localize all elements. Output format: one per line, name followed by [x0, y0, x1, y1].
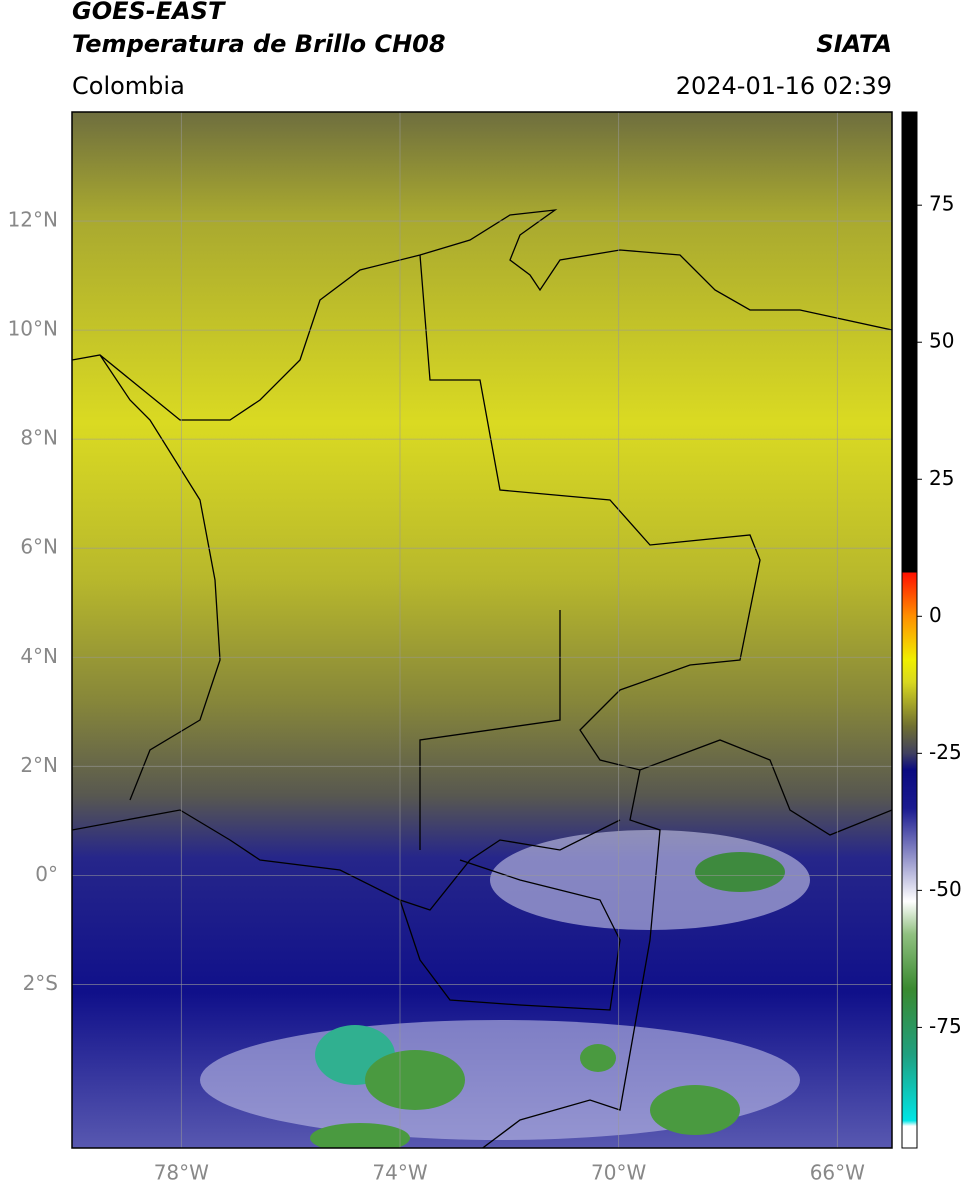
region: Colombia: [72, 72, 185, 100]
y-tick-label: 4°N: [20, 644, 58, 668]
subtitle: Temperatura de Brillo CH08: [72, 30, 446, 58]
x-tick-label: 70°W: [591, 1161, 646, 1185]
y-tick-label: 2°N: [20, 753, 58, 777]
x-tick-label: 78°W: [154, 1161, 209, 1185]
colorbar-tick-label: 75: [929, 192, 954, 216]
y-tick-label: 2°S: [23, 971, 58, 995]
colorbar-tick-label: -50: [929, 877, 962, 901]
colorbar-tick-label: 25: [929, 466, 954, 490]
y-tick-label: 10°N: [8, 317, 58, 341]
cloud: [310, 1123, 410, 1148]
x-tick-label: 74°W: [372, 1161, 427, 1185]
y-tick-label: 0°: [35, 862, 58, 886]
cloud: [580, 1044, 616, 1072]
y-tick-label: 6°N: [20, 535, 58, 559]
datetime: 2024-01-16 02:39: [676, 72, 892, 100]
y-tick-label: 8°N: [20, 426, 58, 450]
colorbar-tick-label: 50: [929, 329, 954, 353]
cloud: [695, 852, 785, 892]
colorbar: [901, 111, 918, 1149]
title: GOES-EAST: [72, 0, 226, 25]
source: SIATA: [816, 30, 892, 58]
imagery: [72, 112, 892, 1148]
colorbar-tick-label: -75: [929, 1014, 962, 1038]
x-tick-label: 66°W: [810, 1161, 865, 1185]
map-image: [72, 112, 892, 1148]
cloud: [365, 1050, 465, 1110]
colorbar-tick-label: -25: [929, 740, 962, 764]
colorbar-tick-label: 0: [929, 603, 942, 627]
y-tick-label: 12°N: [8, 208, 58, 232]
cloud: [650, 1085, 740, 1135]
map-frame: [71, 111, 893, 1149]
